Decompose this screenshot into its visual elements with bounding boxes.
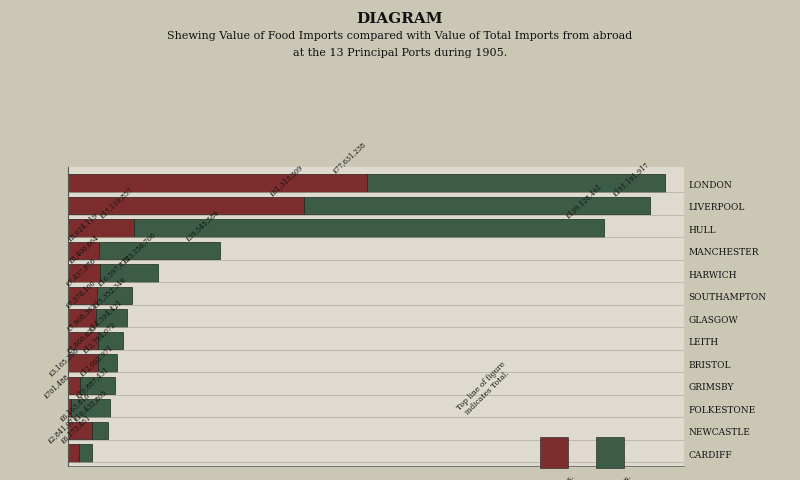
Bar [68, 355, 98, 372]
Text: Other Imports.: Other Imports. [587, 472, 634, 480]
Bar [68, 265, 100, 282]
Bar [68, 399, 70, 417]
Text: £15,352,346: £15,352,346 [90, 275, 127, 309]
Bar [367, 175, 665, 192]
Bar [99, 242, 220, 260]
Text: Top line of figure
indicates Total.: Top line of figure indicates Total. [455, 360, 513, 418]
Text: £8,400,664: £8,400,664 [67, 232, 100, 264]
Text: £10,887,431: £10,887,431 [74, 364, 110, 399]
Bar [68, 310, 97, 327]
Bar [68, 242, 99, 260]
Bar [70, 399, 110, 417]
Text: £23,250,706: £23,250,706 [122, 230, 158, 264]
Bar [97, 287, 132, 305]
Text: £151,191,917: £151,191,917 [610, 159, 650, 197]
Bar [304, 197, 650, 215]
Text: £2,841,071: £2,841,071 [46, 412, 79, 444]
Text: Shewing Value of Food Imports compared with Value of Total Imports from abroad: Shewing Value of Food Imports compared w… [167, 31, 633, 41]
Text: £14,394,421: £14,394,421 [86, 297, 123, 332]
Text: £8,024,119: £8,024,119 [66, 210, 99, 242]
Text: £7,378,100: £7,378,100 [63, 278, 97, 309]
Text: £7,860,623: £7,860,623 [65, 323, 98, 354]
Text: £3,165,396: £3,165,396 [46, 345, 80, 377]
Text: £7,437,876: £7,437,876 [63, 255, 97, 287]
Bar [80, 377, 114, 395]
Text: £7,908,362: £7,908,362 [65, 300, 98, 332]
Bar [92, 422, 108, 440]
Text: £39,545,586: £39,545,586 [184, 207, 220, 242]
Text: £16,597,878: £16,597,878 [95, 252, 132, 287]
Text: £12,092,971: £12,092,971 [78, 342, 114, 377]
Bar [68, 444, 79, 462]
Text: at the 13 Principal Ports during 1905.: at the 13 Principal Ports during 1905. [293, 48, 507, 58]
Bar [68, 287, 97, 305]
Bar [68, 332, 98, 350]
Bar [68, 175, 367, 192]
Bar [100, 265, 158, 282]
Text: £701,488: £701,488 [42, 372, 70, 399]
Text: £139,128,461: £139,128,461 [564, 182, 604, 219]
Bar [97, 310, 127, 327]
Bar [68, 422, 92, 440]
Text: £17,139,857: £17,139,857 [98, 185, 134, 219]
Text: £10,432,803: £10,432,803 [72, 387, 108, 421]
Bar [68, 197, 304, 215]
Text: Food Imports.: Food Imports. [533, 472, 576, 480]
Text: £12,794,072: £12,794,072 [81, 320, 118, 354]
Bar [98, 355, 118, 372]
Bar [98, 332, 123, 350]
Text: £77,631,238: £77,631,238 [330, 140, 367, 175]
Bar [134, 220, 604, 238]
Text: DIAGRAM: DIAGRAM [357, 12, 443, 26]
Bar [68, 220, 134, 238]
Text: £61,313,309: £61,313,309 [268, 162, 304, 197]
Bar [68, 377, 80, 395]
Text: £6,163,816: £6,163,816 [58, 390, 92, 421]
Text: £6,173,451: £6,173,451 [58, 412, 92, 444]
Bar [79, 444, 92, 462]
